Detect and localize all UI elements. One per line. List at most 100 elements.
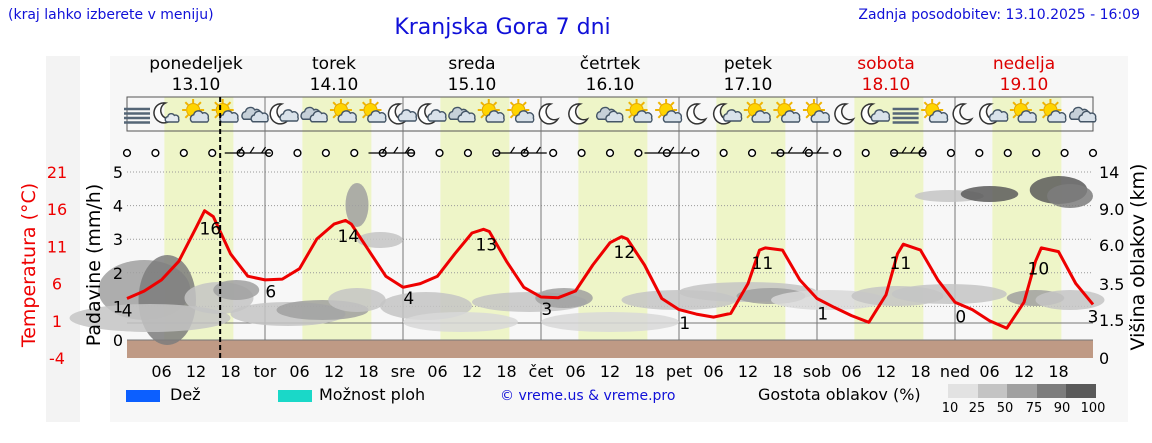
cloud-patch — [328, 288, 386, 312]
daylight-bands — [164, 97, 1062, 340]
precipitation-tick: 1 — [113, 297, 123, 316]
density-tick: 75 — [1025, 401, 1043, 416]
wind-barb-flag — [238, 146, 244, 154]
cloud-patch — [213, 280, 260, 300]
wind-barb-flag — [816, 146, 822, 154]
cloudy-icon — [300, 106, 328, 123]
cloud-patch — [345, 183, 369, 227]
wind-calm-marker — [833, 148, 842, 158]
hour-label: 18 — [496, 362, 516, 381]
cloud-patch — [69, 304, 231, 332]
grid-lines — [126, 96, 1094, 358]
partly-cloudy-sun-icon — [507, 99, 535, 123]
wind-barb-flag — [404, 146, 410, 154]
partly-cloudy-sun-icon — [182, 99, 210, 123]
density-swatch — [977, 384, 1008, 398]
wind-barb-flag — [910, 146, 916, 154]
cloud-density-area — [69, 176, 1105, 345]
hour-label: 06 — [427, 362, 447, 381]
density-tick: 100 — [1080, 401, 1106, 416]
cloud-density-label: Gostota oblakov (%) — [758, 385, 921, 404]
temperature-label: 4 — [122, 301, 133, 321]
night-icon — [952, 103, 974, 125]
night-icon — [568, 103, 590, 125]
night-cloudy-icon — [978, 103, 1009, 125]
wind-calm-marker — [463, 148, 473, 158]
night-icon — [834, 103, 856, 125]
hour-label: 12 — [1014, 362, 1034, 381]
wind-barb-flag — [669, 146, 675, 154]
night-icon — [686, 103, 708, 125]
day-name: sreda — [448, 54, 495, 74]
day-date: 18.10 — [862, 75, 911, 95]
hour-label: 18 — [358, 362, 378, 381]
cloud-height-tick: 9.0 — [1099, 200, 1124, 219]
cloud-patch — [357, 232, 403, 248]
fog-icon — [892, 107, 919, 124]
hour-label: 12 — [600, 362, 620, 381]
legend-showers-label: Možnost ploh — [319, 385, 426, 404]
temperature-label: 14 — [338, 227, 360, 247]
day-name: nedelja — [993, 54, 1055, 74]
cloud-patch — [960, 186, 1019, 202]
wind-calm-marker — [1060, 148, 1069, 158]
day-short-label: pet — [666, 362, 692, 381]
cloud-density-scale — [948, 384, 1096, 398]
temperature-axis-title: Temperatura (°C) — [18, 183, 40, 348]
hour-label: 18 — [634, 362, 654, 381]
wind-calm-marker — [122, 148, 132, 158]
temperature-label: 6 — [265, 283, 276, 303]
day-short-label: sre — [391, 362, 415, 381]
wind-row — [122, 146, 1098, 158]
wind-calm-marker — [293, 148, 302, 158]
wind-calm-marker — [861, 148, 870, 158]
hour-label: 06 — [979, 362, 999, 381]
density-swatch — [1036, 384, 1067, 398]
partly-cloudy-sun-icon — [1009, 99, 1037, 123]
hour-label: 12 — [738, 362, 758, 381]
day-date: 19.10 — [1000, 75, 1049, 95]
last-updated: Zadnja posodobitev: 13.10.2025 - 16:09 — [858, 7, 1140, 23]
partly-cloudy-sun-icon — [359, 99, 387, 123]
temperature-label: 3 — [541, 300, 552, 320]
temperature-label: 16 — [200, 220, 222, 240]
partly-cloudy-sun-icon — [773, 99, 801, 123]
wind-barb-flag — [787, 146, 793, 154]
wind-calm-marker — [975, 148, 984, 158]
hour-label: 18 — [772, 362, 792, 381]
cloud-patch — [403, 312, 518, 332]
day-short-label: tor — [254, 362, 277, 381]
wind-barb-flag — [901, 146, 907, 154]
copyright-link[interactable]: © vreme.us & vreme.pro — [500, 388, 676, 404]
cloud-patch — [1035, 290, 1105, 310]
day-short-label: sob — [803, 362, 831, 381]
wind-calm-marker — [350, 148, 359, 158]
precipitation-tick: 0 — [113, 331, 123, 350]
partly-cloudy-sun-icon — [1039, 99, 1067, 123]
precipitation-tick: 4 — [113, 197, 123, 216]
partly-cloudy-sun-icon — [625, 99, 653, 123]
temperature-tick: -4 — [49, 349, 65, 368]
location-hint[interactable]: (kraj lahko izberete v meniju) — [8, 7, 214, 23]
fog-icon — [124, 107, 150, 124]
day-name: petek — [724, 54, 772, 74]
wind-barb-flag — [510, 146, 516, 154]
cloud-height-axis-title: Višina oblakov (km) — [1127, 164, 1149, 351]
wind-calm-marker — [634, 148, 643, 158]
wind-calm-marker — [1003, 148, 1012, 158]
wind-barb-flag — [802, 146, 808, 154]
cloud-patch — [535, 288, 593, 308]
temperature-label: 12 — [614, 243, 636, 263]
partly-cloudy-sun-icon — [743, 99, 771, 123]
day-date: 16.10 — [586, 75, 635, 95]
wind-calm-marker — [605, 148, 615, 158]
cloudy-icon — [448, 106, 476, 123]
wind-barb-flag — [522, 146, 528, 154]
cloud-patch — [541, 312, 679, 332]
precipitation-tick: 3 — [113, 230, 123, 249]
cloud-height-tick: 6.0 — [1099, 236, 1124, 255]
wind-calm-marker — [1032, 148, 1041, 158]
day-date: 14.10 — [310, 75, 359, 95]
wind-barb-flag — [535, 146, 541, 154]
